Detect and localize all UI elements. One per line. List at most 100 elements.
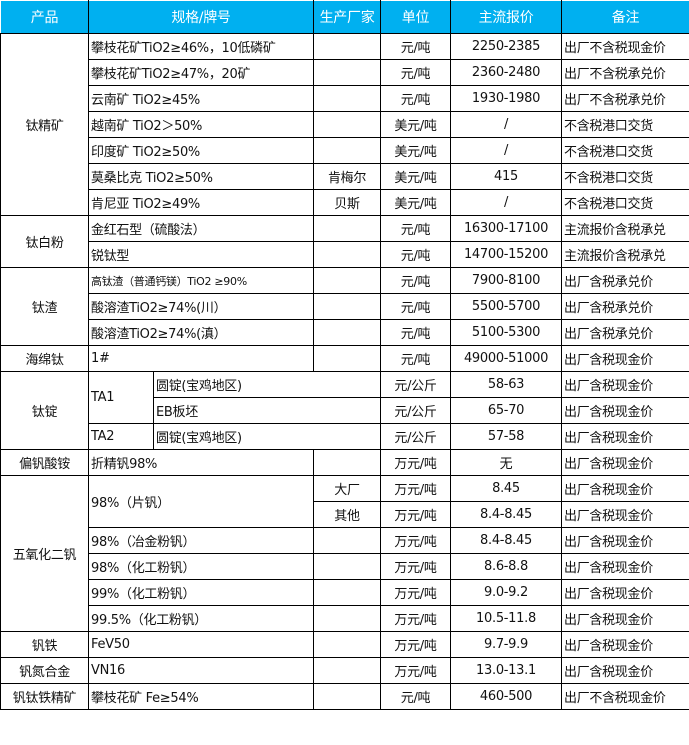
price-cell: 8.4-8.45 bbox=[450, 501, 562, 528]
price-cell: 1930-1980 bbox=[450, 85, 562, 112]
product-cell: 偏钒酸铵 bbox=[0, 449, 89, 476]
maker-cell bbox=[313, 553, 381, 580]
header-note: 备注 bbox=[561, 0, 689, 34]
table-row: 莫桑比克 TiO2≥50% 肯梅尔 美元/吨 415 不含税港口交货 bbox=[1, 163, 689, 190]
header-spec: 规格/牌号 bbox=[88, 0, 314, 34]
table-row: 其他 万元/吨 8.4-8.45 出厂含税现金价 bbox=[1, 501, 689, 528]
unit-cell: 万元/吨 bbox=[380, 657, 451, 684]
unit-cell: 元/吨 bbox=[380, 267, 451, 294]
header-price: 主流报价 bbox=[450, 0, 562, 34]
unit-cell: 元/公斤 bbox=[380, 371, 451, 398]
price-cell: 2250-2385 bbox=[450, 33, 562, 60]
spec-cell: 酸溶渣TiO2≥74%(川） bbox=[88, 293, 314, 320]
table-row: 酸溶渣TiO2≥74%(滇） 元/吨 5100-5300 出厂含税承兑价 bbox=[1, 319, 689, 346]
maker-cell bbox=[313, 605, 381, 632]
note-cell: 出厂含税现金价 bbox=[561, 345, 689, 372]
unit-cell: 美元/吨 bbox=[380, 137, 451, 164]
maker-cell bbox=[313, 579, 381, 606]
header-maker: 生产厂家 bbox=[313, 0, 381, 34]
spec-cell: 高钛渣（普通钙镁）TiO2 ≥90% bbox=[88, 267, 314, 294]
table-row: 钛精矿 攀枝花矿TiO2≥46%，10低磷矿 元/吨 2250-2385 出厂不含税现金… bbox=[0, 33, 689, 216]
price-cell: 5500-5700 bbox=[450, 293, 562, 320]
unit-cell: 元/吨 bbox=[380, 319, 451, 346]
header-product: 产品 bbox=[0, 0, 89, 34]
table-row: 99.5%（化工粉钒） 万元/吨 10.5-11.8 出厂含税现金价 bbox=[1, 605, 689, 632]
note-cell: 出厂含税现金价 bbox=[561, 553, 689, 580]
price-cell: / bbox=[450, 189, 562, 216]
table-row: 98%（冶金粉钒） 万元/吨 8.4-8.45 出厂含税现金价 bbox=[1, 527, 689, 554]
maker-cell bbox=[313, 527, 381, 554]
table-row: 海绵钛 1# 元/吨 49000-51000 出厂含税现金价 bbox=[0, 345, 689, 372]
table-row: 钛白粉 金红石型（硫酸法） 元/吨 16300-17100 主流报价含税承兑 bbox=[0, 215, 689, 268]
spec-cell: 攀枝花矿TiO2≥47%，20矿 bbox=[88, 59, 314, 86]
product-cell: 钛精矿 bbox=[0, 33, 89, 216]
spec-cell: 莫桑比克 TiO2≥50% bbox=[88, 163, 314, 190]
note-cell: 出厂含税承兑价 bbox=[561, 267, 689, 294]
price-cell: 9.0-9.2 bbox=[450, 579, 562, 606]
note-cell: 出厂不含税现金价 bbox=[561, 33, 689, 60]
note-cell: 不含税港口交货 bbox=[561, 137, 689, 164]
spec-cell: 攀枝花矿 Fe≥54% bbox=[88, 683, 314, 710]
maker-cell bbox=[313, 293, 381, 320]
unit-cell: 元/吨 bbox=[380, 33, 451, 60]
unit-cell: 元/吨 bbox=[380, 345, 451, 372]
sub-spec-cell: 圆锭(宝鸡地区) bbox=[153, 423, 381, 450]
spec-cell: 印度矿 TiO2≥50% bbox=[88, 137, 314, 164]
price-cell: 9.7-9.9 bbox=[450, 631, 562, 658]
unit-cell: 元/吨 bbox=[380, 59, 451, 86]
maker-cell: 其他 bbox=[313, 501, 381, 528]
note-cell: 出厂含税现金价 bbox=[561, 397, 689, 424]
product-cell: 海绵钛 bbox=[0, 345, 89, 372]
maker-cell bbox=[313, 449, 381, 476]
table-row: 钒钛铁精矿 攀枝花矿 Fe≥54% 元/吨 460-500 出厂不含税现金价 bbox=[0, 683, 689, 710]
table-row: 钛锭 TA1 圆锭(宝鸡地区) 元/公斤 58-63 出厂含税现金价 bbox=[0, 371, 689, 450]
price-cell: 8.4-8.45 bbox=[450, 527, 562, 554]
table-row: TA2 圆锭(宝鸡地区) 元/公斤 57-58 出厂含税现金价 bbox=[1, 423, 689, 450]
price-cell: / bbox=[450, 111, 562, 138]
spec-cell: 金红石型（硫酸法） bbox=[88, 215, 314, 242]
price-cell: 57-58 bbox=[450, 423, 562, 450]
note-cell: 出厂含税现金价 bbox=[561, 579, 689, 606]
unit-cell: 万元/吨 bbox=[380, 553, 451, 580]
price-cell: 460-500 bbox=[450, 683, 562, 710]
unit-cell: 美元/吨 bbox=[380, 163, 451, 190]
unit-cell: 万元/吨 bbox=[380, 501, 451, 528]
maker-cell bbox=[313, 631, 381, 658]
maker-cell bbox=[313, 657, 381, 684]
table-row: EB板坯 元/公斤 65-70 出厂含税现金价 bbox=[1, 397, 689, 424]
note-cell: 出厂不含税承兑价 bbox=[561, 85, 689, 112]
unit-cell: 美元/吨 bbox=[380, 189, 451, 216]
table-row: 钛渣 高钛渣（普通钙镁）TiO2 ≥90% 元/吨 7900-8100 出厂含税承兑价 bbox=[0, 267, 689, 346]
table-row: 钒铁 FeV50 万元/吨 9.7-9.9 出厂含税现金价 bbox=[0, 631, 689, 658]
price-cell: 5100-5300 bbox=[450, 319, 562, 346]
spec-cell: 折精钒98% bbox=[88, 449, 314, 476]
table-row: 印度矿 TiO2≥50% 美元/吨 / 不含税港口交货 bbox=[1, 137, 689, 164]
price-table: 产品 规格/牌号 生产厂家 单位 主流报价 备注 钛精矿 攀枝花矿TiO2≥46%… bbox=[0, 0, 689, 710]
price-cell: 7900-8100 bbox=[450, 267, 562, 294]
unit-cell: 万元/吨 bbox=[380, 527, 451, 554]
unit-cell: 元/吨 bbox=[380, 85, 451, 112]
spec-cell: 越南矿 TiO2＞50% bbox=[88, 111, 314, 138]
table-row: 酸溶渣TiO2≥74%(川） 元/吨 5500-5700 出厂含税承兑价 bbox=[1, 293, 689, 320]
spec-cell: 1# bbox=[88, 345, 314, 372]
unit-cell: 元/吨 bbox=[380, 215, 451, 242]
price-cell: 2360-2480 bbox=[450, 59, 562, 86]
spec-cell: FeV50 bbox=[88, 631, 314, 658]
maker-cell bbox=[313, 215, 381, 242]
price-cell: / bbox=[450, 137, 562, 164]
sub-spec-cell: 圆锭(宝鸡地区) bbox=[153, 371, 381, 398]
maker-cell bbox=[313, 111, 381, 138]
product-cell: 钒氮合金 bbox=[0, 657, 89, 684]
price-cell: 65-70 bbox=[450, 397, 562, 424]
table-row: 锐钛型 元/吨 14700-15200 主流报价含税承兑 bbox=[1, 241, 689, 268]
spec-cell: VN16 bbox=[88, 657, 314, 684]
maker-cell bbox=[313, 267, 381, 294]
note-cell: 出厂含税现金价 bbox=[561, 501, 689, 528]
table-row: 98%（化工粉钒） 万元/吨 8.6-8.8 出厂含税现金价 bbox=[1, 553, 689, 580]
spec-cell: 肯尼亚 TiO2≥49% bbox=[88, 189, 314, 216]
note-cell: 出厂含税现金价 bbox=[561, 423, 689, 450]
spec-cell: 酸溶渣TiO2≥74%(滇） bbox=[88, 319, 314, 346]
spec-cell: 云南矿 TiO2≥45% bbox=[88, 85, 314, 112]
spec-cell: 98%（化工粉钒） bbox=[88, 553, 314, 580]
price-cell: 415 bbox=[450, 163, 562, 190]
